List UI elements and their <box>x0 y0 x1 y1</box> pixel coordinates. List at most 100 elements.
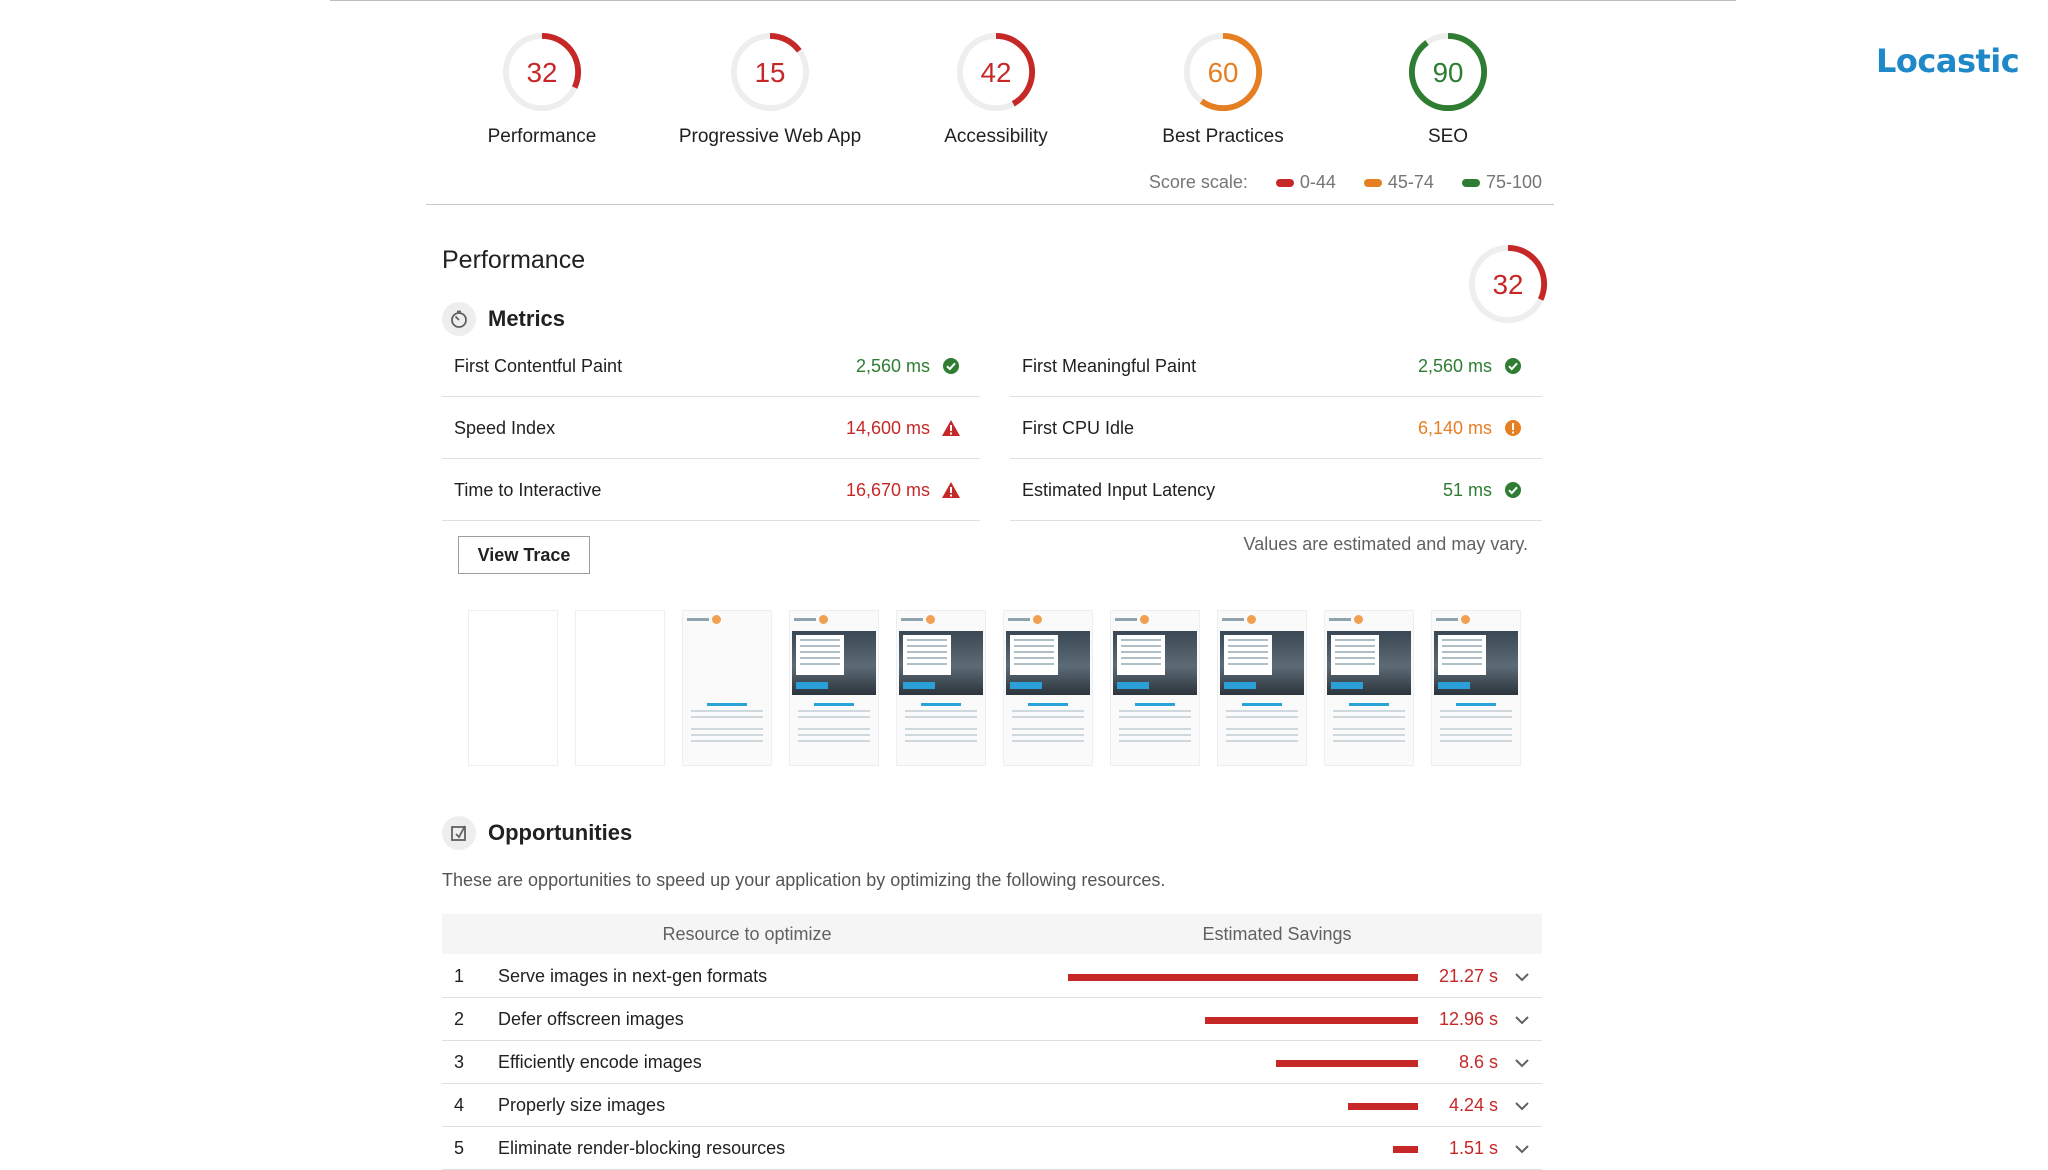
gauge-score: 90 <box>1433 57 1464 88</box>
gauge-score: 15 <box>755 57 786 88</box>
gauge-arc <box>956 32 1036 112</box>
savings-bar <box>1205 1016 1418 1024</box>
savings-bar-track <box>938 1085 1418 1127</box>
metric-value: 14,600 ms <box>845 417 930 438</box>
metric-value: 16,670 ms <box>845 479 930 500</box>
pass-check-icon <box>940 355 962 377</box>
gauge-seo[interactable]: 90 SEO <box>1328 30 1568 148</box>
gauge-arc <box>1183 32 1263 112</box>
savings-value: 21.27 s <box>1438 966 1498 986</box>
opportunity-row[interactable]: 2 Defer offscreen images 12.96 s <box>442 999 1542 1041</box>
filmstrip-frame <box>1431 610 1521 766</box>
average-swatch <box>1363 179 1382 188</box>
estimate-note: Values are estimated and may vary. <box>1243 534 1528 554</box>
metric-name: Estimated Input Latency <box>1022 479 1216 500</box>
top-divider <box>330 0 1736 1</box>
gauge-label: Performance <box>487 126 597 147</box>
view-trace-button[interactable]: View Trace <box>458 536 590 574</box>
opportunities-header: Opportunities <box>442 816 632 850</box>
opportunity-title: Properly size images <box>498 1095 666 1115</box>
savings-bar <box>1068 973 1418 981</box>
chevron-down-icon[interactable] <box>1502 972 1542 982</box>
opportunities-title: Opportunities <box>488 820 633 845</box>
opportunity-number: 1 <box>454 966 465 986</box>
gauge-pwa[interactable]: 15 Progressive Web App <box>650 30 890 148</box>
gauge-performance[interactable]: 32 Performance <box>422 30 662 148</box>
filmstrip-frame <box>682 610 772 766</box>
metric-name: Speed Index <box>454 417 556 438</box>
metric-value: 2,560 ms <box>855 355 930 376</box>
chevron-down-icon[interactable] <box>1502 1144 1542 1154</box>
gauge-score: 32 <box>527 57 558 88</box>
metric-row: Time to Interactive 16,670 ms <box>442 460 980 521</box>
filmstrip-frame <box>789 610 879 766</box>
opportunity-title: Eliminate render-blocking resources <box>498 1138 786 1158</box>
pass-swatch <box>1461 179 1480 188</box>
filmstrip-frame <box>468 610 558 766</box>
savings-value: 4.24 s <box>1448 1095 1498 1115</box>
gauge-label: Progressive Web App <box>678 126 862 147</box>
gauge-arc <box>1468 244 1548 324</box>
gauge-arc <box>730 32 810 112</box>
metric-name: Time to Interactive <box>454 479 602 500</box>
metric-row: First Contentful Paint 2,560 ms <box>442 336 980 397</box>
filmstrip-frame <box>896 610 986 766</box>
gauge-label: Best Practices <box>1162 126 1284 147</box>
scale-average: 45-74 <box>1363 172 1434 193</box>
pass-check-icon <box>1502 355 1524 377</box>
filmstrip-frame <box>575 610 665 766</box>
opportunities-description: These are opportunities to speed up your… <box>442 870 1166 890</box>
performance-section-gauge: 32 <box>1466 242 1550 331</box>
savings-bar <box>1276 1059 1418 1067</box>
scale-fail: 0-44 <box>1275 172 1336 193</box>
chevron-down-icon[interactable] <box>1502 1101 1542 1111</box>
opportunities-table-header: Resource to optimize Estimated Savings <box>442 914 1542 954</box>
savings-value: 8.6 s <box>1458 1052 1498 1072</box>
metric-value: 6,140 ms <box>1417 417 1492 438</box>
savings-bar <box>1348 1102 1418 1110</box>
average-info-icon <box>1502 417 1524 439</box>
metric-row: Estimated Input Latency 51 ms <box>1010 460 1542 521</box>
metric-row: First Meaningful Paint 2,560 ms <box>1010 336 1542 397</box>
gauge-arc <box>502 32 582 112</box>
filmstrip-frame <box>1110 610 1200 766</box>
opportunity-number: 2 <box>454 1009 465 1029</box>
score-scale: Score scale: 0-44 45-74 75-100 <box>1149 172 1542 193</box>
chevron-down-icon[interactable] <box>1502 1015 1542 1025</box>
opportunity-title: Efficiently encode images <box>498 1052 702 1072</box>
metric-name: First Meaningful Paint <box>1022 355 1197 376</box>
gauge-label: Accessibility <box>944 126 1048 147</box>
savings-bar-track <box>938 999 1418 1041</box>
opportunity-title: Serve images in next-gen formats <box>498 966 768 986</box>
opportunity-number: 3 <box>454 1052 465 1072</box>
pass-check-icon <box>1502 479 1524 501</box>
fail-swatch <box>1275 179 1294 188</box>
stopwatch-icon <box>442 302 476 336</box>
filmstrip-frame <box>1324 610 1414 766</box>
filmstrip-frame <box>1003 610 1093 766</box>
brand-logo: Locastic <box>1876 42 2020 80</box>
savings-bar-track <box>938 956 1418 998</box>
col-resource: Resource to optimize <box>662 923 832 944</box>
opportunity-row[interactable]: 4 Properly size images 4.24 s <box>442 1085 1542 1127</box>
scale-pass: 75-100 <box>1461 172 1542 193</box>
opportunity-row[interactable]: 5 Eliminate render-blocking resources 1.51… <box>442 1128 1542 1170</box>
opportunity-number: 4 <box>454 1095 465 1115</box>
chevron-down-icon[interactable] <box>1502 1058 1542 1068</box>
header-divider <box>426 204 1554 205</box>
gauge-accessibility[interactable]: 42 Accessibility <box>876 30 1116 148</box>
opportunity-title: Defer offscreen images <box>498 1009 684 1029</box>
opportunity-row[interactable]: 1 Serve images in next-gen formats 21.27 s <box>442 956 1542 998</box>
metrics-header: Metrics <box>442 302 565 336</box>
metric-name: First CPU Idle <box>1022 417 1135 438</box>
metrics-title: Metrics <box>488 306 566 331</box>
gauge-label: SEO <box>1427 126 1469 147</box>
gauge-arc <box>1408 32 1488 112</box>
opportunity-row[interactable]: 3 Efficiently encode images 8.6 s <box>442 1042 1542 1084</box>
fail-warning-icon <box>940 479 962 501</box>
gauge-best-practices[interactable]: 60 Best Practices <box>1103 30 1343 148</box>
opportunity-number: 5 <box>454 1138 465 1158</box>
savings-value: 1.51 s <box>1448 1138 1498 1158</box>
metric-name: First Contentful Paint <box>454 355 623 376</box>
savings-bar <box>1393 1145 1418 1153</box>
